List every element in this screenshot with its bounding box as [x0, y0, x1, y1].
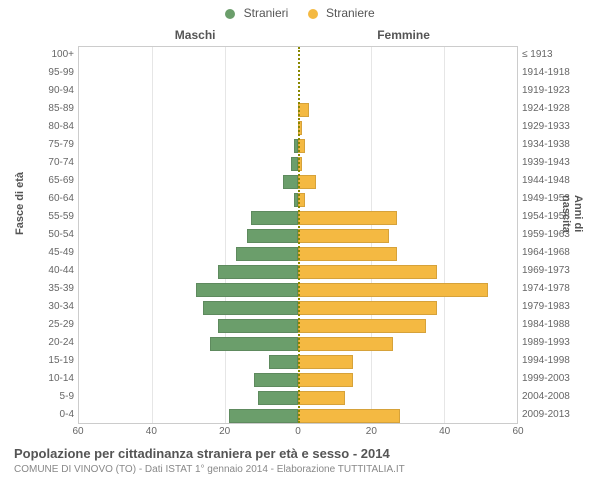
bar-male	[251, 211, 298, 225]
chart-subtitle: COMUNE DI VINOVO (TO) - Dati ISTAT 1° ge…	[14, 464, 405, 475]
x-tick-label: 60	[512, 426, 523, 437]
bar-female	[298, 175, 316, 189]
birth-year-label: ≤ 1913	[522, 46, 553, 64]
age-label: 50-54	[38, 226, 74, 244]
bar-male	[247, 229, 298, 243]
circle-icon	[308, 9, 318, 19]
birth-year-label: 1924-1928	[522, 100, 570, 118]
bar-male	[258, 391, 298, 405]
x-tick-label: 20	[219, 426, 230, 437]
bar-male	[283, 175, 298, 189]
birth-year-label: 1999-2003	[522, 370, 570, 388]
age-label: 10-14	[38, 370, 74, 388]
bar-female	[298, 211, 397, 225]
bar-female	[298, 229, 389, 243]
birth-year-label: 1934-1938	[522, 136, 570, 154]
bar-female	[298, 391, 345, 405]
birth-year-label: 1929-1933	[522, 118, 570, 136]
birth-year-label: 1984-1988	[522, 316, 570, 334]
bar-female	[298, 265, 437, 279]
bar-male	[218, 265, 298, 279]
y-axis-title-left: Fasce di età	[14, 172, 26, 235]
x-tick-label: 60	[72, 426, 83, 437]
age-label: 75-79	[38, 136, 74, 154]
age-label: 20-24	[38, 334, 74, 352]
birth-year-label: 2004-2008	[522, 388, 570, 406]
birth-year-label: 1919-1923	[522, 82, 570, 100]
bar-male	[254, 373, 298, 387]
age-label: 60-64	[38, 190, 74, 208]
x-tick-label: 40	[439, 426, 450, 437]
age-label: 40-44	[38, 262, 74, 280]
birth-year-label: 1969-1973	[522, 262, 570, 280]
age-label: 0-4	[38, 406, 74, 424]
birth-year-label: 1959-1963	[522, 226, 570, 244]
legend-item-male: Stranieri	[225, 6, 288, 20]
bar-male	[269, 355, 298, 369]
age-label: 90-94	[38, 82, 74, 100]
bar-female	[298, 409, 400, 423]
bar-male	[291, 157, 298, 171]
bar-female	[298, 355, 353, 369]
column-header-male: Maschi	[175, 28, 216, 42]
x-tick-label: 40	[146, 426, 157, 437]
age-label: 100+	[38, 46, 74, 64]
age-label: 70-74	[38, 154, 74, 172]
bar-male	[203, 301, 298, 315]
legend-label-male: Stranieri	[244, 6, 289, 20]
bar-female	[298, 301, 437, 315]
bar-female	[298, 319, 426, 333]
birth-year-label: 2009-2013	[522, 406, 570, 424]
column-header-female: Femmine	[377, 28, 430, 42]
legend: Stranieri Straniere	[0, 6, 600, 20]
birth-year-label: 1954-1958	[522, 208, 570, 226]
birth-year-label: 1974-1978	[522, 280, 570, 298]
age-label: 95-99	[38, 64, 74, 82]
age-label: 30-34	[38, 298, 74, 316]
bar-female	[298, 337, 393, 351]
center-line	[298, 47, 300, 423]
x-tick-label: 0	[295, 426, 301, 437]
plot-area	[78, 46, 518, 424]
birth-year-label: 1994-1998	[522, 352, 570, 370]
bar-female	[298, 373, 353, 387]
age-label: 85-89	[38, 100, 74, 118]
age-label: 15-19	[38, 352, 74, 370]
circle-icon	[225, 9, 235, 19]
age-label: 25-29	[38, 316, 74, 334]
birth-year-label: 1914-1918	[522, 64, 570, 82]
birth-year-label: 1939-1943	[522, 154, 570, 172]
birth-year-label: 1979-1983	[522, 298, 570, 316]
age-label: 35-39	[38, 280, 74, 298]
age-label: 55-59	[38, 208, 74, 226]
age-label: 5-9	[38, 388, 74, 406]
birth-year-label: 1944-1948	[522, 172, 570, 190]
bar-male	[236, 247, 298, 261]
age-label: 65-69	[38, 172, 74, 190]
birth-year-label: 1964-1968	[522, 244, 570, 262]
birth-year-label: 1949-1953	[522, 190, 570, 208]
bar-male	[196, 283, 298, 297]
legend-label-female: Straniere	[326, 6, 375, 20]
chart-title: Popolazione per cittadinanza straniera p…	[14, 446, 390, 461]
bar-male	[218, 319, 298, 333]
bar-female	[298, 247, 397, 261]
bar-male	[229, 409, 298, 423]
age-label: 45-49	[38, 244, 74, 262]
population-pyramid-chart: Stranieri Straniere Maschi Femmine Fasce…	[0, 0, 600, 500]
age-label: 80-84	[38, 118, 74, 136]
birth-year-label: 1989-1993	[522, 334, 570, 352]
x-tick-label: 20	[366, 426, 377, 437]
legend-item-female: Straniere	[308, 6, 375, 20]
bar-male	[210, 337, 298, 351]
bar-female	[298, 283, 488, 297]
